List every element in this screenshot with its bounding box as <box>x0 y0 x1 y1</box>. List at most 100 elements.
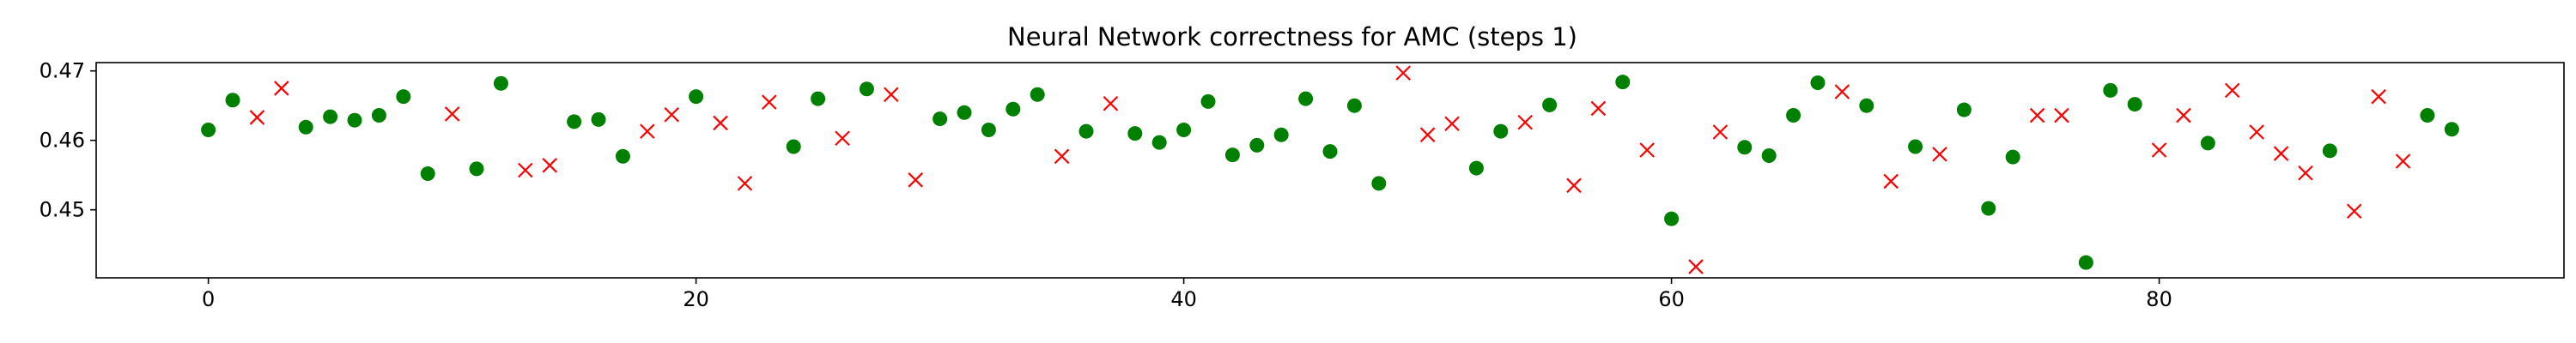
correct-point <box>1151 135 1167 150</box>
incorrect-point <box>2249 124 2264 140</box>
incorrect-point <box>1883 173 1899 190</box>
incorrect-point <box>1395 65 1411 81</box>
correct-point <box>1224 147 1240 163</box>
correct-point <box>2322 143 2337 159</box>
correct-point <box>1981 201 1996 216</box>
incorrect-point <box>1834 84 1850 99</box>
x-tick-label: 40 <box>1170 287 1197 311</box>
correct-point <box>347 112 362 128</box>
incorrect-point <box>1932 147 1947 162</box>
correct-point <box>1615 75 1631 90</box>
correct-point <box>1200 93 1216 109</box>
chart-title: Neural Network correctness for AMC (step… <box>1007 22 1577 51</box>
correct-point <box>567 114 582 129</box>
correct-point <box>2078 255 2093 270</box>
incorrect-point <box>2224 82 2240 99</box>
correct-point <box>493 75 508 91</box>
incorrect-point <box>2346 203 2362 220</box>
incorrect-point <box>737 176 753 191</box>
correct-point <box>323 109 338 124</box>
incorrect-point <box>2298 165 2313 181</box>
correct-point <box>201 123 216 138</box>
incorrect-point <box>1639 142 1655 158</box>
incorrect-point <box>2029 107 2045 123</box>
correct-point <box>1737 140 1753 155</box>
correct-point <box>689 89 704 105</box>
incorrect-point <box>908 172 923 188</box>
incorrect-point <box>444 106 460 122</box>
incorrect-point <box>1517 114 1533 130</box>
plot-frame <box>95 62 2565 279</box>
correct-point <box>1786 108 1801 123</box>
correct-point <box>298 119 313 135</box>
correct-point <box>1249 137 1265 153</box>
incorrect-point <box>2371 88 2386 105</box>
correct-point <box>2420 108 2435 123</box>
incorrect-point <box>1419 127 1436 142</box>
correct-point <box>811 91 826 106</box>
incorrect-point <box>1103 95 1119 111</box>
incorrect-point <box>1688 259 1704 274</box>
correct-point <box>1542 97 1558 112</box>
correct-point <box>786 139 801 154</box>
correct-point <box>591 111 606 127</box>
data-points <box>201 65 2459 274</box>
correct-point <box>1176 123 1192 138</box>
correct-point <box>1005 101 1021 117</box>
y-tick-label: 0.46 <box>39 129 85 153</box>
incorrect-point <box>835 130 850 147</box>
incorrect-point <box>1566 178 1582 194</box>
incorrect-point <box>2273 146 2289 161</box>
correct-point <box>859 81 874 97</box>
incorrect-point <box>1444 116 1460 132</box>
incorrect-point <box>2151 142 2167 158</box>
correct-point <box>1127 126 1143 141</box>
incorrect-point <box>274 81 289 96</box>
correct-point <box>1298 91 1314 106</box>
x-tick-label: 0 <box>202 287 215 311</box>
correct-point <box>1322 144 1338 159</box>
incorrect-point <box>249 110 265 125</box>
incorrect-point <box>2054 107 2069 123</box>
correct-point <box>981 123 996 138</box>
correct-point <box>1468 160 1484 176</box>
correct-point <box>1273 127 1289 142</box>
correct-point <box>933 111 948 127</box>
incorrect-point <box>762 94 777 110</box>
correct-point <box>1371 176 1387 191</box>
correct-point <box>2200 135 2215 151</box>
correct-point <box>2127 97 2142 112</box>
incorrect-point <box>713 115 728 131</box>
correct-point <box>1030 87 1045 102</box>
correct-point <box>225 93 240 108</box>
correct-point <box>371 108 386 123</box>
x-tick-label: 60 <box>1658 287 1685 311</box>
correct-point <box>1761 147 1777 163</box>
incorrect-point <box>1590 100 1607 117</box>
correct-point <box>1908 139 1923 154</box>
correct-point <box>1493 123 1509 139</box>
correct-point <box>2103 82 2118 98</box>
x-tick-label: 80 <box>2146 287 2172 311</box>
incorrect-point <box>2176 107 2191 123</box>
incorrect-point <box>2395 153 2411 169</box>
correct-point <box>396 89 411 105</box>
correct-point <box>2444 122 2459 137</box>
correct-point <box>2005 149 2020 165</box>
y-tick-label: 0.47 <box>39 59 85 83</box>
incorrect-point <box>1712 124 1728 140</box>
incorrect-point <box>1054 148 1070 165</box>
correct-point <box>615 148 630 164</box>
x-tick-label: 20 <box>683 287 709 311</box>
correct-point <box>469 161 484 177</box>
incorrect-point <box>640 123 655 139</box>
axis-ticks: 0 20 40 60 80 0.45 0.46 0.47 <box>39 59 2172 311</box>
correct-point <box>1078 123 1094 139</box>
correct-point <box>420 166 435 182</box>
correct-point <box>1859 98 1874 113</box>
incorrect-point <box>884 87 899 103</box>
incorrect-point <box>518 162 533 178</box>
incorrect-point <box>542 158 558 173</box>
